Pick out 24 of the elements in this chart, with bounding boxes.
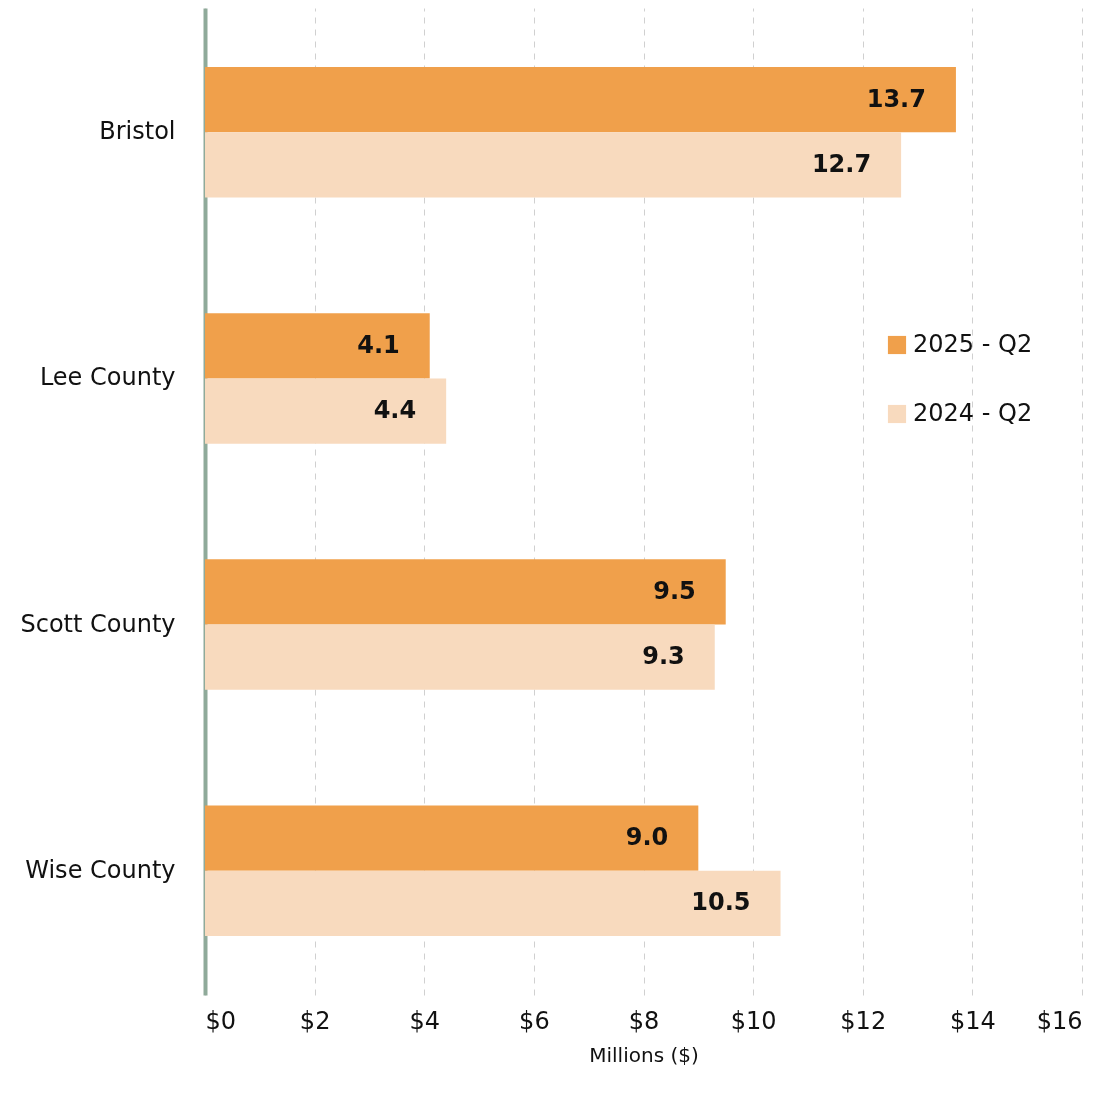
x-tick-label: $8 (628, 1006, 660, 1035)
x-tick-label: $0 (205, 1006, 237, 1035)
data-label: 13.7 (866, 84, 926, 113)
data-label: 4.1 (357, 330, 400, 359)
data-label: 9.3 (642, 642, 685, 671)
y-tick-label: Bristol (99, 117, 176, 146)
x-tick-label: $6 (519, 1006, 550, 1035)
x-tick-label: $16 (1036, 1006, 1083, 1035)
y-tick-label: Scott County (20, 609, 176, 638)
data-label: 9.5 (653, 576, 696, 605)
data-label: 10.5 (691, 888, 751, 917)
legend-label: 2025 - Q2 (913, 330, 1033, 358)
x-tick-label: $12 (840, 1006, 887, 1035)
x-tick-label: $4 (409, 1006, 441, 1035)
x-tick-label: $14 (949, 1006, 996, 1035)
data-label: 4.4 (373, 396, 417, 425)
y-tick-label: Lee County (39, 363, 176, 392)
x-axis-title: Millions ($) (589, 1042, 699, 1067)
data-label: 9.0 (625, 823, 669, 852)
legend-label: 2024 - Q2 (913, 399, 1033, 427)
data-label: 12.7 (811, 149, 872, 178)
x-tick-label: $2 (299, 1006, 331, 1035)
x-tick-label: $10 (730, 1006, 777, 1035)
y-tick-label: Wise County (25, 855, 176, 884)
